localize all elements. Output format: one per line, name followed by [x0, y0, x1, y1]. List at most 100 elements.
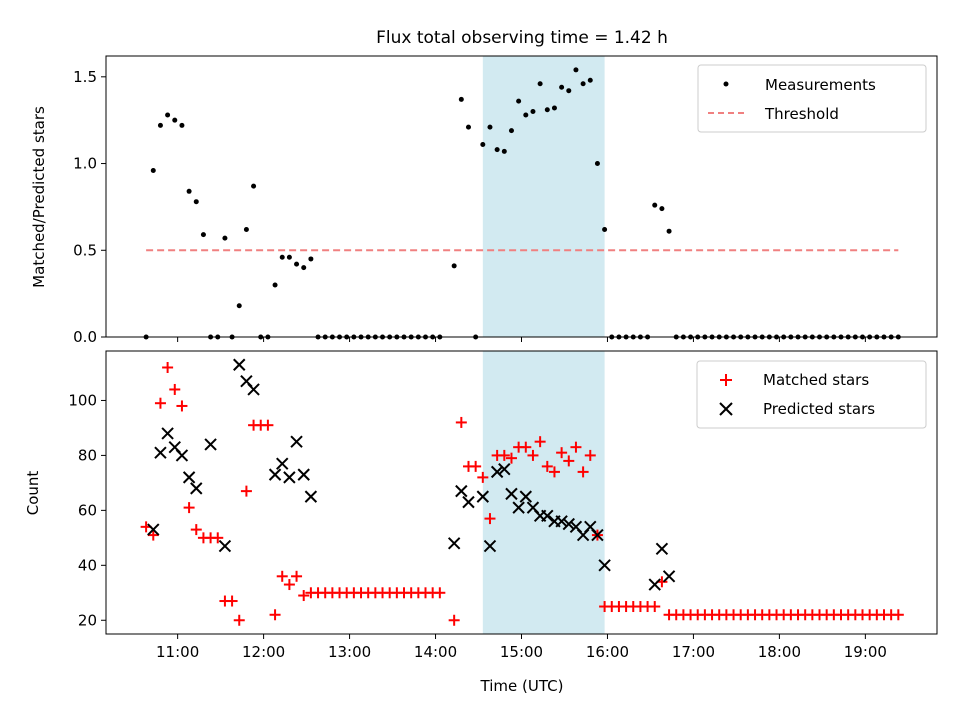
- x-stroke-b: [240, 375, 253, 388]
- measurement-point: [172, 117, 178, 123]
- top-y-ticks: 0.0 0.5 1.0 1.5: [73, 68, 106, 346]
- predicted-star-point: [476, 490, 490, 503]
- measurement-point: [523, 112, 529, 118]
- x-stroke-b: [476, 490, 490, 503]
- measurement-point: [544, 107, 550, 113]
- matched-star-point: [527, 449, 539, 461]
- matched-star-point: [269, 609, 281, 621]
- predicted-star-point: [498, 462, 511, 476]
- y-tick-label: 1.5: [73, 68, 97, 86]
- measurement-point: [487, 124, 493, 130]
- x-stroke-b: [519, 490, 533, 503]
- measurement-point: [165, 112, 171, 118]
- predicted-star-point: [483, 539, 497, 553]
- measurement-point: [602, 226, 608, 232]
- y-tick-label: 40: [78, 556, 97, 574]
- predicted-star-point: [276, 457, 289, 470]
- top-legend: Measurements Threshold: [697, 64, 927, 133]
- measurement-point: [559, 84, 565, 90]
- x-tick-label: 11:00: [156, 643, 199, 661]
- x-stroke-b: [204, 438, 217, 451]
- x-tick-label: 14:00: [414, 643, 457, 661]
- predicted-star-point: [247, 383, 260, 396]
- x-stroke-b: [190, 482, 203, 495]
- matched-stars-points: [140, 361, 904, 626]
- x-stroke-b: [598, 559, 611, 572]
- matched-star-point: [154, 397, 166, 409]
- bottom-y-ticks: 20 40 60 80 100: [68, 391, 106, 629]
- measurement-point: [286, 254, 292, 260]
- measurement-point: [551, 105, 557, 111]
- x-stroke-b: [283, 471, 296, 484]
- measurement-point: [179, 122, 185, 128]
- x-stroke-b: [218, 539, 232, 553]
- legend-predicted-label: Predicted stars: [763, 400, 875, 418]
- matched-star-point: [649, 601, 661, 613]
- x-stroke-b: [247, 383, 260, 396]
- x-stroke-b: [569, 520, 583, 534]
- chart-title: Flux total observing time = 1.42 h: [376, 28, 668, 48]
- bottom-panel: 20 40 60 80 100 11:00 12:00 13:00 14:00 15:00 16:…: [24, 350, 938, 695]
- predicted-star-point: [154, 446, 167, 459]
- measurement-point: [279, 254, 285, 260]
- measurement-point: [537, 81, 543, 87]
- legend-measurements-label: Measurements: [765, 76, 876, 94]
- x-stroke-b: [462, 495, 475, 509]
- top-y-axis-label: Matched/Predicted stars: [30, 106, 48, 288]
- x-stroke-b: [562, 517, 575, 531]
- legend-matched-label: Matched stars: [763, 371, 869, 389]
- measurement-point: [566, 88, 572, 94]
- x-stroke-b: [447, 537, 461, 550]
- measurement-point: [501, 148, 507, 154]
- matched-star-point: [477, 471, 489, 483]
- legend-measurements-marker: [723, 81, 729, 87]
- predicted-star-point: [182, 471, 196, 484]
- x-tick-label: 17:00: [672, 643, 715, 661]
- measurement-point: [516, 98, 522, 104]
- x-tick-label: 19:00: [844, 643, 887, 661]
- matched-star-point: [455, 416, 467, 428]
- x-tick-label: 13:00: [328, 643, 371, 661]
- predicted-star-point: [455, 484, 468, 498]
- x-stroke-b: [662, 570, 676, 583]
- predicted-star-point: [304, 490, 318, 503]
- matched-star-point: [534, 436, 546, 448]
- predicted-star-point: [519, 490, 533, 503]
- x-stroke-b: [505, 487, 518, 501]
- x-stroke-b: [304, 490, 318, 503]
- predicted-star-point: [505, 487, 518, 501]
- x-stroke-b: [290, 435, 303, 448]
- matched-star-point: [212, 532, 224, 544]
- matched-star-point: [262, 419, 274, 431]
- predicted-star-point: [591, 528, 604, 542]
- matched-star-point: [183, 502, 195, 514]
- y-tick-label: 20: [78, 611, 97, 629]
- predicted-star-point: [290, 435, 303, 448]
- predicted-star-point: [662, 570, 676, 583]
- x-stroke-b: [498, 462, 511, 476]
- matched-star-point: [298, 590, 310, 602]
- x-tick-label: 16:00: [586, 643, 629, 661]
- matched-star-point: [584, 449, 596, 461]
- x-stroke-b: [648, 578, 661, 591]
- predicted-star-point: [268, 468, 282, 481]
- x-stroke-b: [512, 501, 525, 514]
- x-stroke-b: [297, 468, 310, 481]
- measurement-point: [272, 282, 278, 288]
- matched-star-point: [169, 383, 181, 395]
- top-panel: 0.0 0.5 1.0 1.5 Matched/Predicted stars Mea…: [30, 55, 938, 346]
- top-x-ticks: [177, 337, 866, 342]
- x-stroke-b: [483, 539, 497, 553]
- predicted-star-point: [462, 495, 475, 509]
- measurement-point: [530, 109, 536, 115]
- predicted-star-point: [147, 523, 160, 536]
- matched-star-point: [291, 570, 303, 582]
- legend-predicted-marker: [719, 402, 733, 416]
- predicted-star-point: [648, 578, 661, 591]
- y-tick-label: 60: [78, 501, 97, 519]
- measurement-point: [580, 81, 586, 87]
- x-stroke-b: [154, 446, 167, 459]
- matched-star-point: [240, 485, 252, 497]
- measurement-point: [573, 67, 579, 73]
- x-stroke-b: [182, 471, 196, 484]
